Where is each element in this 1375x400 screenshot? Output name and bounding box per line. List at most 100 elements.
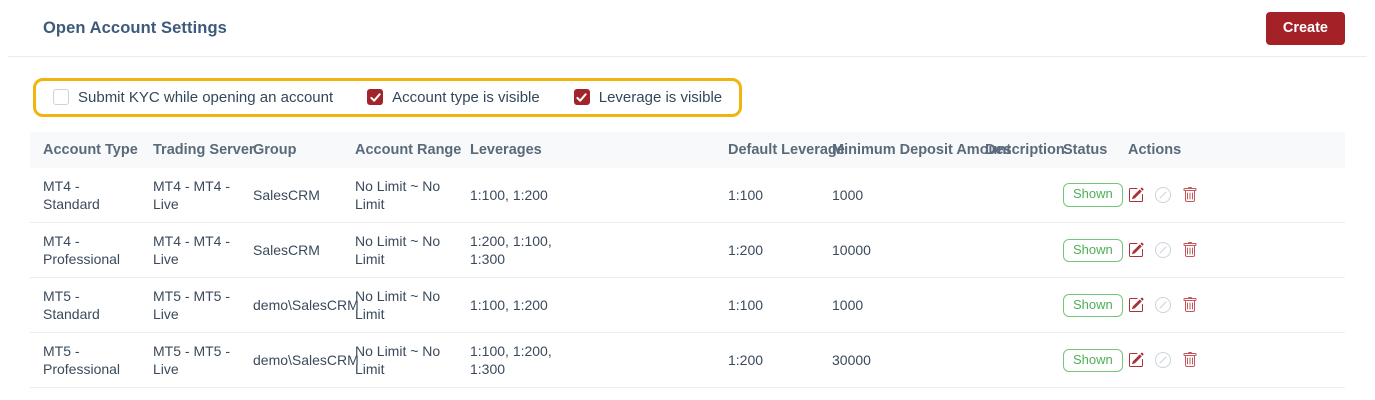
status-badge: Shown	[1063, 293, 1123, 317]
cell-description	[972, 222, 1050, 279]
unchecked-checkbox[interactable]	[53, 89, 69, 106]
column-header-actions: Actions	[1115, 131, 1345, 168]
table-row: MT5 - Standard MT5 - MT5 - Live demo\Sales…	[30, 277, 1345, 334]
trash-icon	[1182, 352, 1198, 368]
cell-actions	[1115, 332, 1345, 389]
column-header-default-leverage: Default Leverage	[715, 131, 845, 168]
column-header-account-range: Account Range	[342, 131, 461, 168]
status-badge: Shown	[1063, 183, 1123, 207]
delete-button[interactable]	[1182, 186, 1198, 203]
disable-button[interactable]	[1155, 297, 1171, 314]
trash-icon	[1182, 297, 1198, 313]
cell-description	[972, 167, 1050, 224]
checkbox-label: Leverage is visible	[598, 88, 723, 106]
cell-default-leverage: 1:200	[715, 332, 819, 389]
cell-value: 1:200	[728, 242, 764, 259]
pencil-square-icon	[1128, 187, 1144, 203]
open-account-settings-card: Open Account Settings Create Submit KYC …	[8, 12, 1367, 389]
column-header-account-type: Account Type	[30, 131, 140, 168]
cell-value: 1:200	[728, 352, 764, 369]
cell-value: MT5 - MT5 - Live	[153, 287, 230, 323]
table-header-row: Account Type Trading Server Group Account R…	[30, 131, 1345, 168]
delete-button[interactable]	[1182, 297, 1198, 313]
edit-button[interactable]	[1128, 352, 1144, 368]
column-header-minimum-deposit-amount: Minimum Deposit Amount	[819, 131, 1011, 168]
column-header-description: Description	[972, 131, 1065, 168]
cell-default-leverage: 1:100	[715, 167, 819, 224]
cell-value: demo\SalesCRM	[253, 352, 359, 369]
cell-minimum-deposit-amount: 1000	[819, 167, 972, 224]
cell-minimum-deposit-amount: 10000	[819, 222, 972, 279]
cell-value: MT5 - Professional	[43, 342, 121, 378]
cell-value: No Limit ~ No Limit	[355, 342, 441, 378]
cell-status: Shown	[1050, 277, 1123, 334]
disable-button[interactable]	[1155, 242, 1171, 259]
cell-group: demo\SalesCRM	[240, 332, 359, 389]
edit-button[interactable]	[1128, 187, 1144, 203]
cell-value: 1:100, 1:200	[470, 297, 548, 314]
cell-group: demo\SalesCRM	[240, 277, 359, 334]
checked-checkbox-icon[interactable]	[573, 89, 590, 106]
cell-account-range: No Limit ~ No Limit	[342, 332, 457, 389]
cell-trading-server: MT4 - MT4 - Live	[140, 222, 240, 279]
column-header-leverages: Leverages	[457, 131, 715, 168]
cell-value: MT4 - Standard	[43, 177, 100, 212]
cell-description	[972, 332, 1050, 389]
delete-button[interactable]	[1182, 242, 1198, 258]
cell-account-type: MT5 - Standard	[30, 277, 140, 334]
column-header-trading-server: Trading Server	[140, 131, 255, 168]
column-header-status: Status	[1050, 131, 1115, 168]
status-badge: Shown	[1063, 238, 1123, 262]
disable-button[interactable]	[1155, 352, 1171, 369]
submit-kyc-checkbox[interactable]: Submit KYC while opening an account	[53, 89, 333, 106]
cell-status: Shown	[1050, 332, 1123, 389]
slash-circle-icon	[1155, 242, 1171, 259]
slash-circle-icon	[1155, 352, 1171, 369]
status-badge: Shown	[1063, 348, 1123, 372]
delete-button[interactable]	[1182, 352, 1198, 368]
table-row: MT5 - Professional MT5 - MT5 - Live demo\S…	[30, 332, 1345, 389]
cell-trading-server: MT5 - MT5 - Live	[140, 277, 240, 334]
cell-trading-server: MT4 - MT4 - Live	[140, 167, 240, 224]
cell-status: Shown	[1050, 222, 1123, 279]
cell-account-type: MT4 - Standard	[30, 167, 140, 224]
cell-default-leverage: 1:100	[715, 277, 819, 334]
cell-value: MT4 - MT4 - Live	[153, 177, 230, 212]
cell-leverages: 1:100, 1:200, 1:300	[457, 332, 715, 389]
cell-value: 30000	[832, 352, 871, 369]
table-row: MT4 - Standard MT4 - MT4 - Live SalesCRM No…	[30, 167, 1345, 224]
cell-trading-server: MT5 - MT5 - Live	[140, 332, 240, 389]
cell-value: 1:100, 1:200	[470, 186, 548, 203]
cell-value: No Limit ~ No Limit	[355, 232, 441, 268]
cell-value: SalesCRM	[253, 186, 320, 203]
pencil-square-icon	[1128, 352, 1144, 368]
cell-minimum-deposit-amount: 30000	[819, 332, 972, 389]
cell-leverages: 1:100, 1:200	[457, 167, 715, 224]
cell-actions	[1115, 167, 1345, 224]
cell-leverages: 1:200, 1:100, 1:300	[457, 222, 715, 279]
cell-value: 1:100	[728, 297, 764, 314]
edit-button[interactable]	[1128, 242, 1144, 258]
trash-icon	[1182, 242, 1198, 258]
account-type-visible-checkbox[interactable]: Account type is visible	[367, 89, 540, 106]
pencil-square-icon	[1128, 242, 1144, 258]
edit-button[interactable]	[1128, 297, 1144, 313]
cell-status: Shown	[1050, 167, 1123, 224]
checkbox-label: Submit KYC while opening an account	[78, 88, 334, 106]
cell-value: MT5 - MT5 - Live	[153, 342, 230, 378]
leverage-visible-checkbox[interactable]: Leverage is visible	[573, 88, 723, 106]
cell-account-type: MT4 - Professional	[30, 222, 140, 279]
create-button[interactable]: Create	[1265, 12, 1345, 45]
cell-group: SalesCRM	[240, 167, 342, 224]
cell-value: No Limit ~ No Limit	[355, 177, 441, 212]
cell-description	[972, 277, 1050, 334]
cell-account-range: No Limit ~ No Limit	[342, 277, 457, 334]
cell-value: MT5 - Standard	[43, 287, 100, 323]
checked-checkbox-icon[interactable]	[367, 89, 384, 106]
checkbox-label: Account type is visible	[392, 88, 540, 106]
disable-button[interactable]	[1155, 186, 1171, 203]
cell-value: 1000	[832, 297, 864, 314]
cell-group: SalesCRM	[240, 222, 342, 279]
table-row: MT4 - Professional MT4 - MT4 - Live SalesC…	[30, 222, 1345, 279]
cell-account-range: No Limit ~ No Limit	[342, 222, 457, 279]
